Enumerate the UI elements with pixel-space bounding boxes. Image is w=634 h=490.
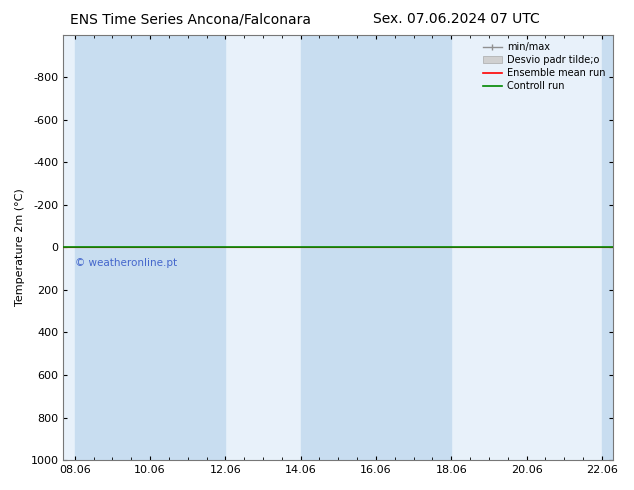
Y-axis label: Temperature 2m (°C): Temperature 2m (°C) xyxy=(15,189,25,306)
Bar xyxy=(75,35,150,460)
Legend: min/max, Desvio padr tilde;o, Ensemble mean run, Controll run: min/max, Desvio padr tilde;o, Ensemble m… xyxy=(480,40,608,94)
Text: ENS Time Series Ancona/Falconara: ENS Time Series Ancona/Falconara xyxy=(70,12,311,26)
Bar xyxy=(376,35,451,460)
Bar xyxy=(301,35,376,460)
Text: © weatheronline.pt: © weatheronline.pt xyxy=(75,258,177,268)
Text: Sex. 07.06.2024 07 UTC: Sex. 07.06.2024 07 UTC xyxy=(373,12,540,26)
Bar xyxy=(150,35,225,460)
Bar xyxy=(602,35,613,460)
